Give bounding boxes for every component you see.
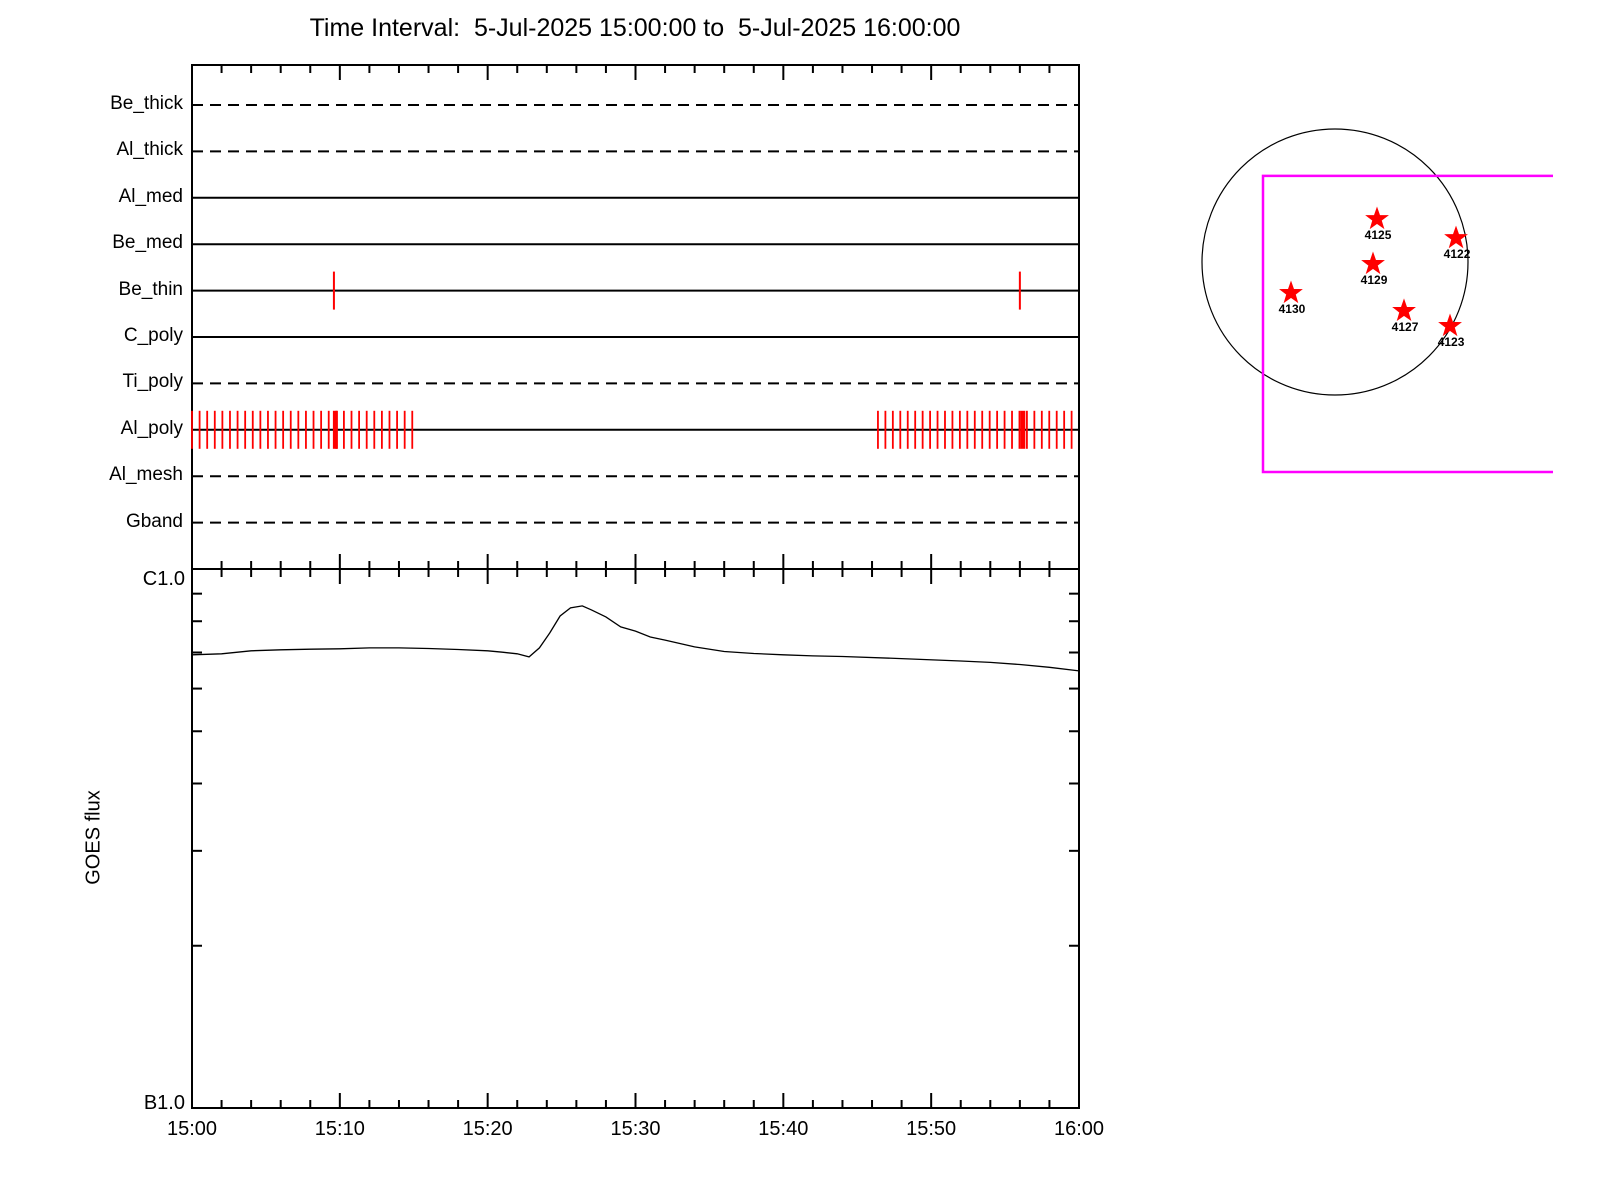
goes-axis-top-label: C1.0 — [142, 568, 185, 590]
filter-label-be_thin: Be_thin — [118, 278, 183, 300]
goes-flux-panel — [191, 568, 1080, 1109]
filter-label-al_mesh: Al_mesh — [109, 464, 183, 486]
active-region-label-4129: 4129 — [1361, 273, 1388, 287]
active-region-label-4123: 4123 — [1438, 335, 1465, 349]
filter-label-gband: Gband — [125, 510, 183, 532]
filter-label-c_poly: C_poly — [123, 325, 183, 346]
active-region-label-4127: 4127 — [1392, 320, 1419, 334]
goes-flux-curve — [191, 605, 1080, 672]
x-tick-label-15-30: 15:30 — [610, 1118, 661, 1140]
active-region-star-4125 — [1365, 206, 1389, 230]
filter-label-ti_poly: Ti_poly — [122, 371, 183, 393]
active-region-star-4129 — [1361, 251, 1385, 275]
goes-axis-bottom-label: B1.0 — [143, 1092, 185, 1114]
filter-label-al_thick: Al_thick — [116, 139, 183, 161]
active-region-star-4123 — [1438, 313, 1462, 337]
x-tick-label-16-00: 16:00 — [1053, 1118, 1105, 1140]
active-region-star-4130 — [1279, 280, 1303, 304]
x-tick-label-15-00: 15:00 — [166, 1118, 218, 1140]
active-region-label-4125: 4125 — [1365, 228, 1392, 242]
filter-label-be_med: Be_med — [112, 232, 183, 254]
x-tick-label-15-10: 15:10 — [314, 1118, 365, 1140]
fov-box — [1261, 174, 1553, 474]
active-region-label-4122: 4122 — [1444, 247, 1471, 261]
active-region-star-4127 — [1392, 298, 1416, 322]
filter-label-be_thick: Be_thick — [110, 93, 183, 114]
solar-limb-circle — [1201, 128, 1469, 396]
x-tick-label-15-20: 15:20 — [462, 1118, 513, 1140]
filter-label-al_poly: Al_poly — [120, 417, 183, 439]
active-region-label-4130: 4130 — [1279, 302, 1306, 316]
x-tick-label-15-50: 15:50 — [906, 1118, 957, 1140]
chart-title: Time Interval: 5-Jul-2025 15:00:00 to 5-… — [309, 14, 961, 42]
x-tick-label-15-40: 15:40 — [758, 1118, 809, 1140]
filter-timeline-panel — [191, 64, 1080, 570]
filter-label-al_med: Al_med — [118, 185, 183, 207]
active-region-star-4122 — [1444, 225, 1468, 249]
